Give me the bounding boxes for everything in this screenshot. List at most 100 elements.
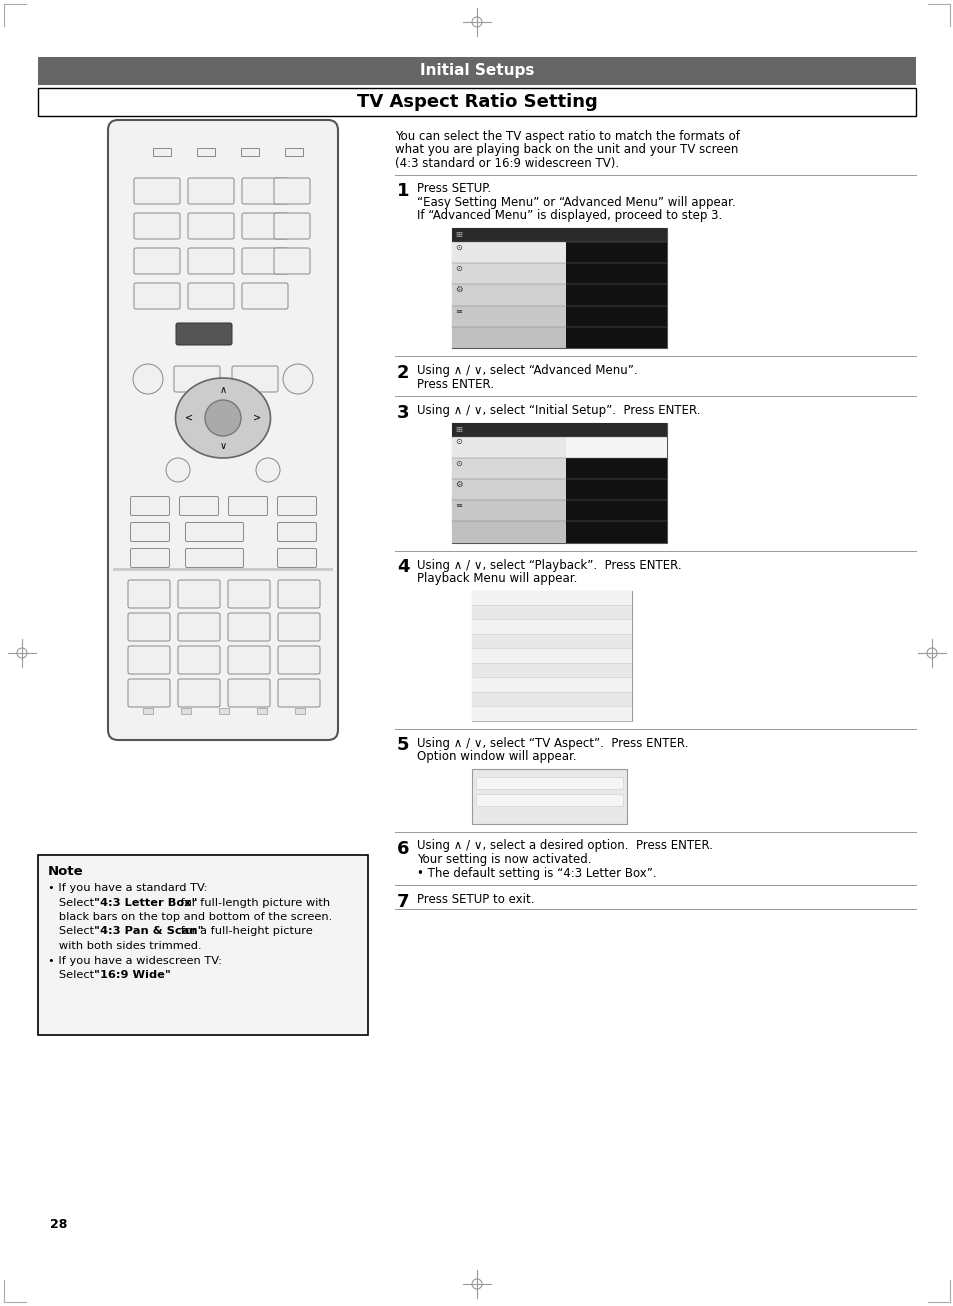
Bar bbox=[256, 708, 267, 714]
Text: You can select the TV aspect ratio to match the formats of: You can select the TV aspect ratio to ma… bbox=[395, 131, 740, 142]
Circle shape bbox=[283, 364, 313, 394]
FancyBboxPatch shape bbox=[178, 646, 220, 674]
Text: ≡: ≡ bbox=[455, 307, 461, 316]
Text: ⊙: ⊙ bbox=[455, 243, 461, 252]
Bar bbox=[294, 708, 305, 714]
Text: 3: 3 bbox=[396, 404, 409, 422]
FancyBboxPatch shape bbox=[228, 580, 270, 609]
Text: TV Aspect Ratio Setting: TV Aspect Ratio Setting bbox=[356, 93, 597, 111]
Bar bbox=[285, 148, 303, 155]
Bar bbox=[472, 707, 631, 721]
Bar bbox=[452, 423, 666, 436]
Text: 2: 2 bbox=[396, 364, 409, 381]
Text: ⊙: ⊙ bbox=[455, 438, 461, 447]
FancyBboxPatch shape bbox=[229, 496, 267, 516]
Text: Select: Select bbox=[48, 897, 97, 908]
FancyBboxPatch shape bbox=[175, 323, 232, 345]
FancyBboxPatch shape bbox=[173, 366, 220, 392]
Text: Using ∧ / ∨, select “Initial Setup”.  Press ENTER.: Using ∧ / ∨, select “Initial Setup”. Pre… bbox=[416, 404, 700, 417]
FancyBboxPatch shape bbox=[274, 213, 310, 239]
FancyBboxPatch shape bbox=[185, 522, 243, 542]
FancyBboxPatch shape bbox=[185, 549, 243, 568]
Text: ⚙: ⚙ bbox=[455, 479, 462, 488]
Bar bbox=[452, 479, 565, 500]
FancyBboxPatch shape bbox=[228, 646, 270, 674]
FancyBboxPatch shape bbox=[128, 613, 170, 641]
Text: Press ENTER.: Press ENTER. bbox=[416, 377, 494, 390]
FancyBboxPatch shape bbox=[131, 549, 170, 568]
Text: Using ∧ / ∨, select “Advanced Menu”.: Using ∧ / ∨, select “Advanced Menu”. bbox=[416, 364, 637, 377]
Bar bbox=[565, 436, 666, 457]
Bar bbox=[565, 264, 666, 285]
Text: with both sides trimmed.: with both sides trimmed. bbox=[48, 942, 201, 951]
FancyBboxPatch shape bbox=[232, 366, 277, 392]
Bar bbox=[452, 457, 565, 479]
Text: 5: 5 bbox=[396, 737, 409, 755]
Bar bbox=[472, 633, 631, 648]
Text: Select: Select bbox=[48, 970, 97, 980]
Text: ⊙: ⊙ bbox=[455, 264, 461, 273]
Circle shape bbox=[166, 458, 190, 482]
FancyBboxPatch shape bbox=[228, 679, 270, 707]
Text: 7: 7 bbox=[396, 893, 409, 912]
Text: 1: 1 bbox=[396, 183, 409, 201]
Bar bbox=[472, 590, 631, 721]
Circle shape bbox=[255, 458, 280, 482]
Bar bbox=[38, 57, 915, 85]
Text: 6: 6 bbox=[396, 840, 409, 858]
Bar bbox=[472, 768, 626, 824]
Text: <: < bbox=[185, 413, 193, 423]
Bar bbox=[565, 457, 666, 479]
Text: Using ∧ / ∨, select a desired option.  Press ENTER.: Using ∧ / ∨, select a desired option. Pr… bbox=[416, 840, 712, 853]
Text: what you are playing back on the unit and your TV screen: what you are playing back on the unit an… bbox=[395, 144, 738, 157]
FancyBboxPatch shape bbox=[133, 213, 180, 239]
Text: Playback Menu will appear.: Playback Menu will appear. bbox=[416, 572, 577, 585]
FancyBboxPatch shape bbox=[133, 283, 180, 310]
Bar bbox=[565, 326, 666, 347]
Text: Option window will appear.: Option window will appear. bbox=[416, 750, 576, 763]
Text: ⊞: ⊞ bbox=[455, 424, 461, 434]
Text: ∧: ∧ bbox=[219, 385, 226, 394]
Text: Using ∧ / ∨, select “Playback”.  Press ENTER.: Using ∧ / ∨, select “Playback”. Press EN… bbox=[416, 559, 680, 572]
FancyBboxPatch shape bbox=[128, 646, 170, 674]
Bar bbox=[452, 229, 666, 242]
Bar bbox=[241, 148, 258, 155]
Text: ⚙: ⚙ bbox=[455, 286, 462, 294]
FancyBboxPatch shape bbox=[274, 178, 310, 204]
FancyBboxPatch shape bbox=[188, 248, 233, 274]
Bar bbox=[143, 708, 152, 714]
Bar bbox=[38, 855, 368, 1034]
Text: 4: 4 bbox=[396, 559, 409, 576]
Text: Initial Setups: Initial Setups bbox=[419, 64, 534, 78]
Text: • The default setting is “4:3 Letter Box”.: • The default setting is “4:3 Letter Box… bbox=[416, 866, 656, 879]
Text: If “Advanced Menu” is displayed, proceed to step 3.: If “Advanced Menu” is displayed, proceed… bbox=[416, 209, 721, 222]
Bar bbox=[565, 306, 666, 326]
Bar bbox=[452, 285, 565, 306]
Bar bbox=[196, 148, 214, 155]
Bar bbox=[452, 500, 565, 521]
Text: ⊞: ⊞ bbox=[455, 230, 461, 239]
Circle shape bbox=[205, 400, 241, 436]
FancyBboxPatch shape bbox=[133, 178, 180, 204]
Text: 28: 28 bbox=[50, 1218, 68, 1232]
Bar bbox=[452, 326, 565, 347]
FancyBboxPatch shape bbox=[277, 613, 319, 641]
Text: black bars on the top and bottom of the screen.: black bars on the top and bottom of the … bbox=[48, 912, 332, 922]
Text: "4:3 Pan & Scan": "4:3 Pan & Scan" bbox=[94, 926, 203, 936]
Text: for full-length picture with: for full-length picture with bbox=[177, 897, 330, 908]
Bar bbox=[565, 479, 666, 500]
FancyBboxPatch shape bbox=[131, 522, 170, 542]
FancyBboxPatch shape bbox=[277, 496, 316, 516]
Bar bbox=[452, 306, 565, 326]
Circle shape bbox=[132, 364, 163, 394]
Bar bbox=[112, 568, 333, 571]
Bar bbox=[452, 242, 565, 264]
Bar bbox=[472, 692, 631, 707]
Text: "4:3 Letter Box": "4:3 Letter Box" bbox=[94, 897, 197, 908]
Text: .: . bbox=[151, 970, 154, 980]
Text: • If you have a widescreen TV:: • If you have a widescreen TV: bbox=[48, 956, 222, 965]
FancyBboxPatch shape bbox=[188, 213, 233, 239]
FancyBboxPatch shape bbox=[277, 679, 319, 707]
FancyBboxPatch shape bbox=[178, 679, 220, 707]
Bar bbox=[152, 148, 171, 155]
